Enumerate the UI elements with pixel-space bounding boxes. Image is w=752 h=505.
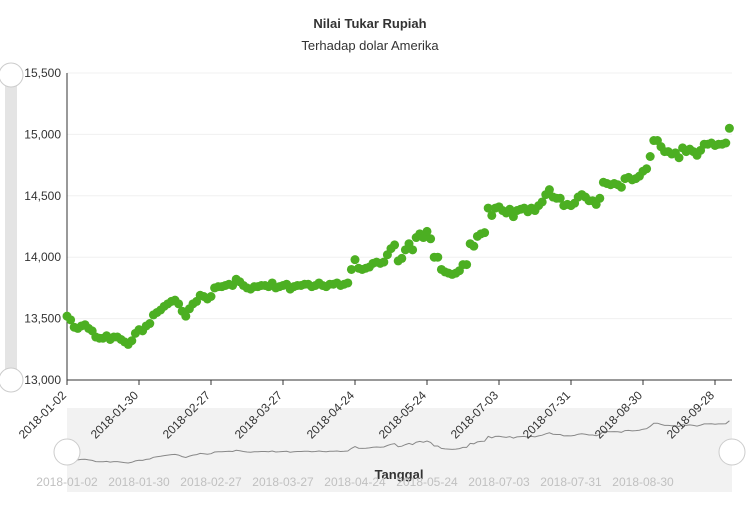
- point: [595, 193, 605, 203]
- point: [426, 234, 436, 244]
- point: [724, 123, 734, 133]
- point: [721, 138, 731, 148]
- point: [181, 311, 191, 321]
- point: [505, 204, 515, 214]
- x-zoom-track: [67, 408, 732, 492]
- point: [537, 197, 547, 207]
- point: [422, 226, 432, 236]
- point: [483, 203, 493, 213]
- point: [350, 255, 360, 265]
- y-tick-label: 15,500: [24, 66, 61, 80]
- point: [397, 253, 407, 263]
- point: [480, 228, 490, 238]
- chart-subtitle: Terhadap dolar Amerika: [301, 38, 439, 53]
- point: [462, 260, 472, 270]
- point: [469, 241, 479, 251]
- y-zoom-handle[interactable]: [0, 367, 24, 393]
- point: [487, 210, 497, 220]
- point: [145, 319, 155, 329]
- y-zoom-handle[interactable]: [0, 62, 24, 88]
- point: [127, 336, 137, 346]
- point: [174, 299, 184, 309]
- point: [555, 193, 565, 203]
- point: [408, 245, 418, 255]
- zoom-label: 2018-07-03: [468, 475, 530, 489]
- y-tick-label: 14,000: [24, 250, 61, 264]
- point: [346, 264, 356, 274]
- point: [343, 278, 353, 288]
- zoom-label: 2018-01-30: [108, 475, 170, 489]
- point: [645, 152, 655, 162]
- zoom-label: 2018-01-02: [36, 475, 98, 489]
- point: [616, 182, 626, 192]
- zoom-thumbnail-line: [66, 420, 730, 464]
- zoom-label: 2018-04-24: [324, 475, 386, 489]
- y-zoom-track: [5, 73, 17, 380]
- y-tick-label: 13,500: [24, 312, 61, 326]
- point: [206, 291, 216, 301]
- zoom-label: 2018-07-31: [540, 475, 602, 489]
- x-zoom-handle[interactable]: [718, 438, 746, 466]
- point: [433, 252, 443, 262]
- chart-title: Nilai Tukar Rupiah: [313, 16, 426, 31]
- zoom-label: 2018-05-24: [396, 475, 458, 489]
- point: [674, 153, 684, 163]
- y-tick-label: 13,000: [24, 373, 61, 387]
- zoom-label: 2018-08-30: [612, 475, 674, 489]
- y-tick-label: 15,000: [24, 127, 61, 141]
- point: [379, 257, 389, 267]
- x-tick-label: 2018-01-02: [16, 388, 70, 442]
- point: [66, 315, 76, 325]
- point: [642, 164, 652, 174]
- point: [544, 185, 554, 195]
- zoom-label: 2018-02-27: [180, 475, 242, 489]
- zoom-label: 2018-03-27: [252, 475, 314, 489]
- x-zoom-handle[interactable]: [53, 438, 81, 466]
- y-tick-label: 14,500: [24, 189, 61, 203]
- point: [390, 240, 400, 250]
- x-axis-title: Tanggal: [375, 467, 424, 482]
